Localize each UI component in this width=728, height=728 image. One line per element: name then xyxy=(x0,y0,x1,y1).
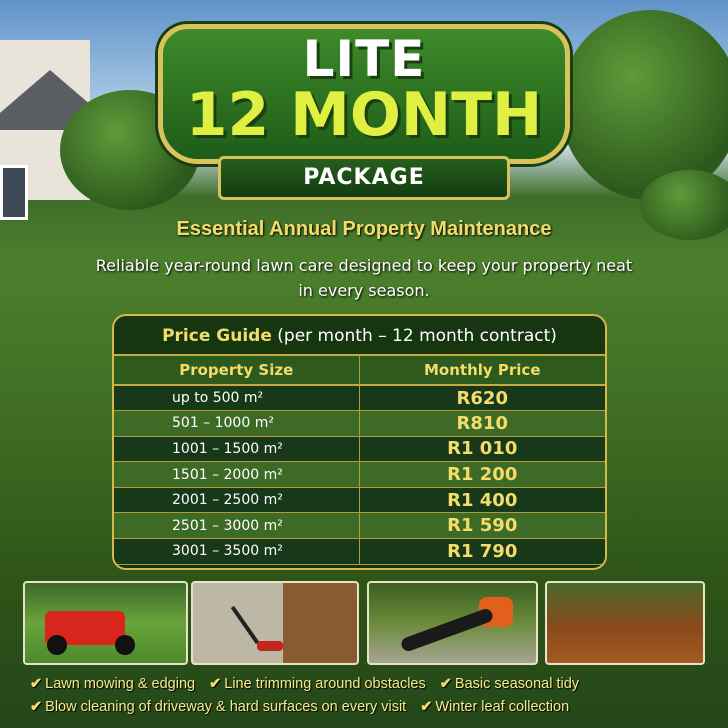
price-row: 2001 – 2500 m² R1 400 xyxy=(114,487,605,514)
feature-list: ✔ Lawn mowing & edging ✔ Line trimming arou… xyxy=(30,673,710,719)
property-size: 501 – 1000 m² xyxy=(114,410,360,437)
price-row: up to 500 m² R620 xyxy=(114,385,605,412)
feature-label: Blow cleaning of driveway & hard surface… xyxy=(45,699,407,715)
property-size: 2501 – 3000 m² xyxy=(114,512,360,540)
check-icon: ✔ xyxy=(30,699,43,715)
monthly-price: R1 400 xyxy=(359,487,605,514)
feature-item: ✔ Line trimming around obstacles xyxy=(209,673,426,696)
feature-item: ✔ Lawn mowing & edging xyxy=(30,673,195,696)
property-size: 2001 – 2500 m² xyxy=(114,487,360,514)
monthly-price: R810 xyxy=(359,410,605,437)
check-icon: ✔ xyxy=(209,676,222,692)
check-icon: ✔ xyxy=(420,699,433,715)
feature-item: ✔ Winter leaf collection xyxy=(420,696,569,719)
price-row: 1001 – 1500 m² R1 010 xyxy=(114,436,605,463)
price-guide: Price Guide (per month – 12 month contra… xyxy=(112,314,607,570)
feature-label: Winter leaf collection xyxy=(435,699,570,715)
badge-line1: LITE xyxy=(302,30,426,88)
monthly-price: R1 790 xyxy=(359,538,605,565)
leaf-blower-photo xyxy=(367,581,538,665)
monthly-price: R1 200 xyxy=(359,461,605,488)
price-guide-note: (per month – 12 month contract) xyxy=(277,326,557,346)
price-row: 2501 – 3000 m² R1 590 xyxy=(114,512,605,540)
column-header-price: Monthly Price xyxy=(359,356,605,386)
price-row: 1501 – 2000 m² R1 200 xyxy=(114,461,605,488)
badge-ribbon: PACKAGE xyxy=(218,156,510,200)
price-guide-heading: Price Guide xyxy=(162,326,272,346)
feature-item: ✔ Basic seasonal tidy xyxy=(440,673,579,696)
property-size: 1001 – 1500 m² xyxy=(114,436,360,463)
check-icon: ✔ xyxy=(30,676,43,692)
feature-label: Lawn mowing & edging xyxy=(45,676,196,692)
feature-item: ✔ Blow cleaning of driveway & hard surfac… xyxy=(30,696,406,719)
price-guide-title: Price Guide (per month – 12 month contra… xyxy=(114,316,605,356)
subtitle: Essential Annual Property Maintenance xyxy=(176,218,552,240)
price-table: Property Size Monthly Price up to 500 m²… xyxy=(114,356,605,565)
monthly-price: R1 590 xyxy=(359,512,605,540)
shrub-image xyxy=(640,170,728,240)
price-row: 3001 – 3500 m² R1 790 xyxy=(114,538,605,565)
tree-image xyxy=(560,10,728,200)
property-size: up to 500 m² xyxy=(114,385,360,412)
badge-line2: 12 MONTH xyxy=(185,80,543,150)
property-size: 1501 – 2000 m² xyxy=(114,461,360,488)
lawn-mower-photo xyxy=(23,581,188,665)
column-header-size: Property Size xyxy=(114,356,360,386)
package-badge: LITE 12 MONTH PACKAGE xyxy=(158,24,570,200)
description: Reliable year-round lawn care designed t… xyxy=(95,256,633,300)
check-icon: ✔ xyxy=(439,676,452,692)
monthly-price: R620 xyxy=(359,385,605,412)
leaf-collection-photo xyxy=(545,581,705,665)
feature-label: Line trimming around obstacles xyxy=(224,676,426,692)
monthly-price: R1 010 xyxy=(359,436,605,463)
feature-label: Basic seasonal tidy xyxy=(454,676,580,692)
price-row: 501 – 1000 m² R810 xyxy=(114,410,605,437)
property-size: 3001 – 3500 m² xyxy=(114,538,360,565)
line-trimming-photo xyxy=(191,581,359,665)
